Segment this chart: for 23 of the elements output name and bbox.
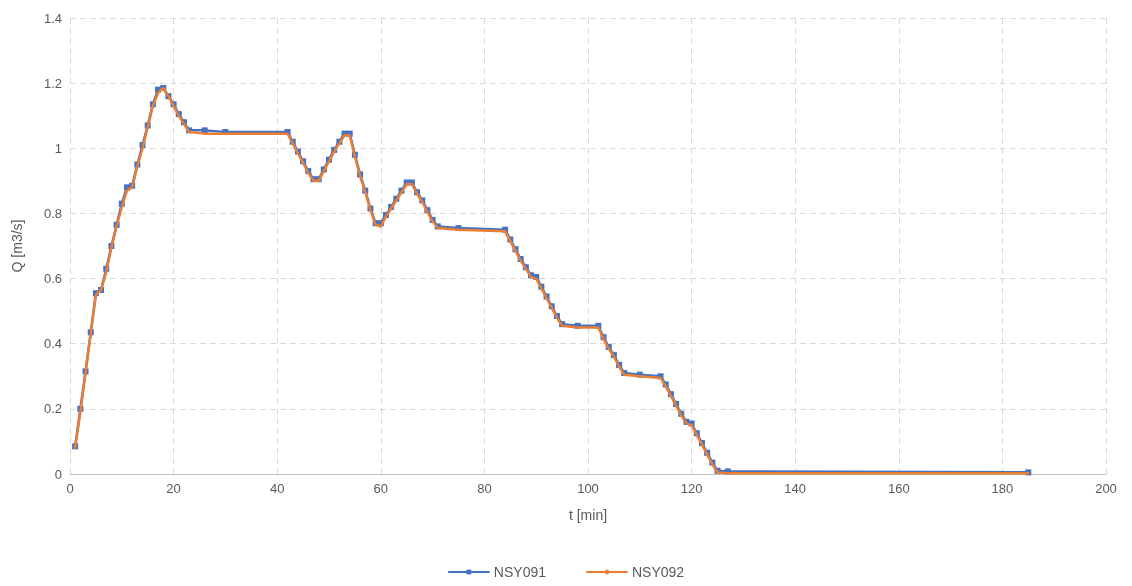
x-tick-label: 60: [373, 481, 389, 496]
y-tick-label: 0.8: [43, 205, 62, 221]
x-tick-label: 80: [477, 481, 492, 496]
y-tick-label: 0.2: [43, 401, 62, 417]
x-tick-label: 100: [577, 481, 599, 496]
y-tick-label: 0: [54, 466, 62, 482]
y-tick-label: 0.6: [43, 271, 62, 287]
x-tick-label: 140: [784, 481, 807, 496]
x-axis-title: t [min]: [568, 507, 608, 523]
legend-label: NSY092: [632, 564, 685, 580]
x-tick-label: 200: [1095, 481, 1117, 496]
x-tick-label: 160: [887, 481, 910, 496]
x-tick-label: 40: [269, 481, 285, 496]
y-tick-label: 0.4: [43, 336, 62, 352]
y-tick-label: 1.2: [43, 75, 62, 91]
x-tick-label: 20: [166, 481, 181, 496]
x-tick-label: 120: [680, 481, 703, 496]
y-tick-label: 1.4: [43, 10, 62, 26]
legend-label: NSY091: [493, 564, 547, 580]
x-tick-label: 180: [991, 481, 1014, 496]
y-tick-label: 1: [54, 140, 62, 156]
x-tick-label: 0: [66, 481, 74, 496]
y-axis-title: Q [m3/s]: [9, 219, 25, 273]
